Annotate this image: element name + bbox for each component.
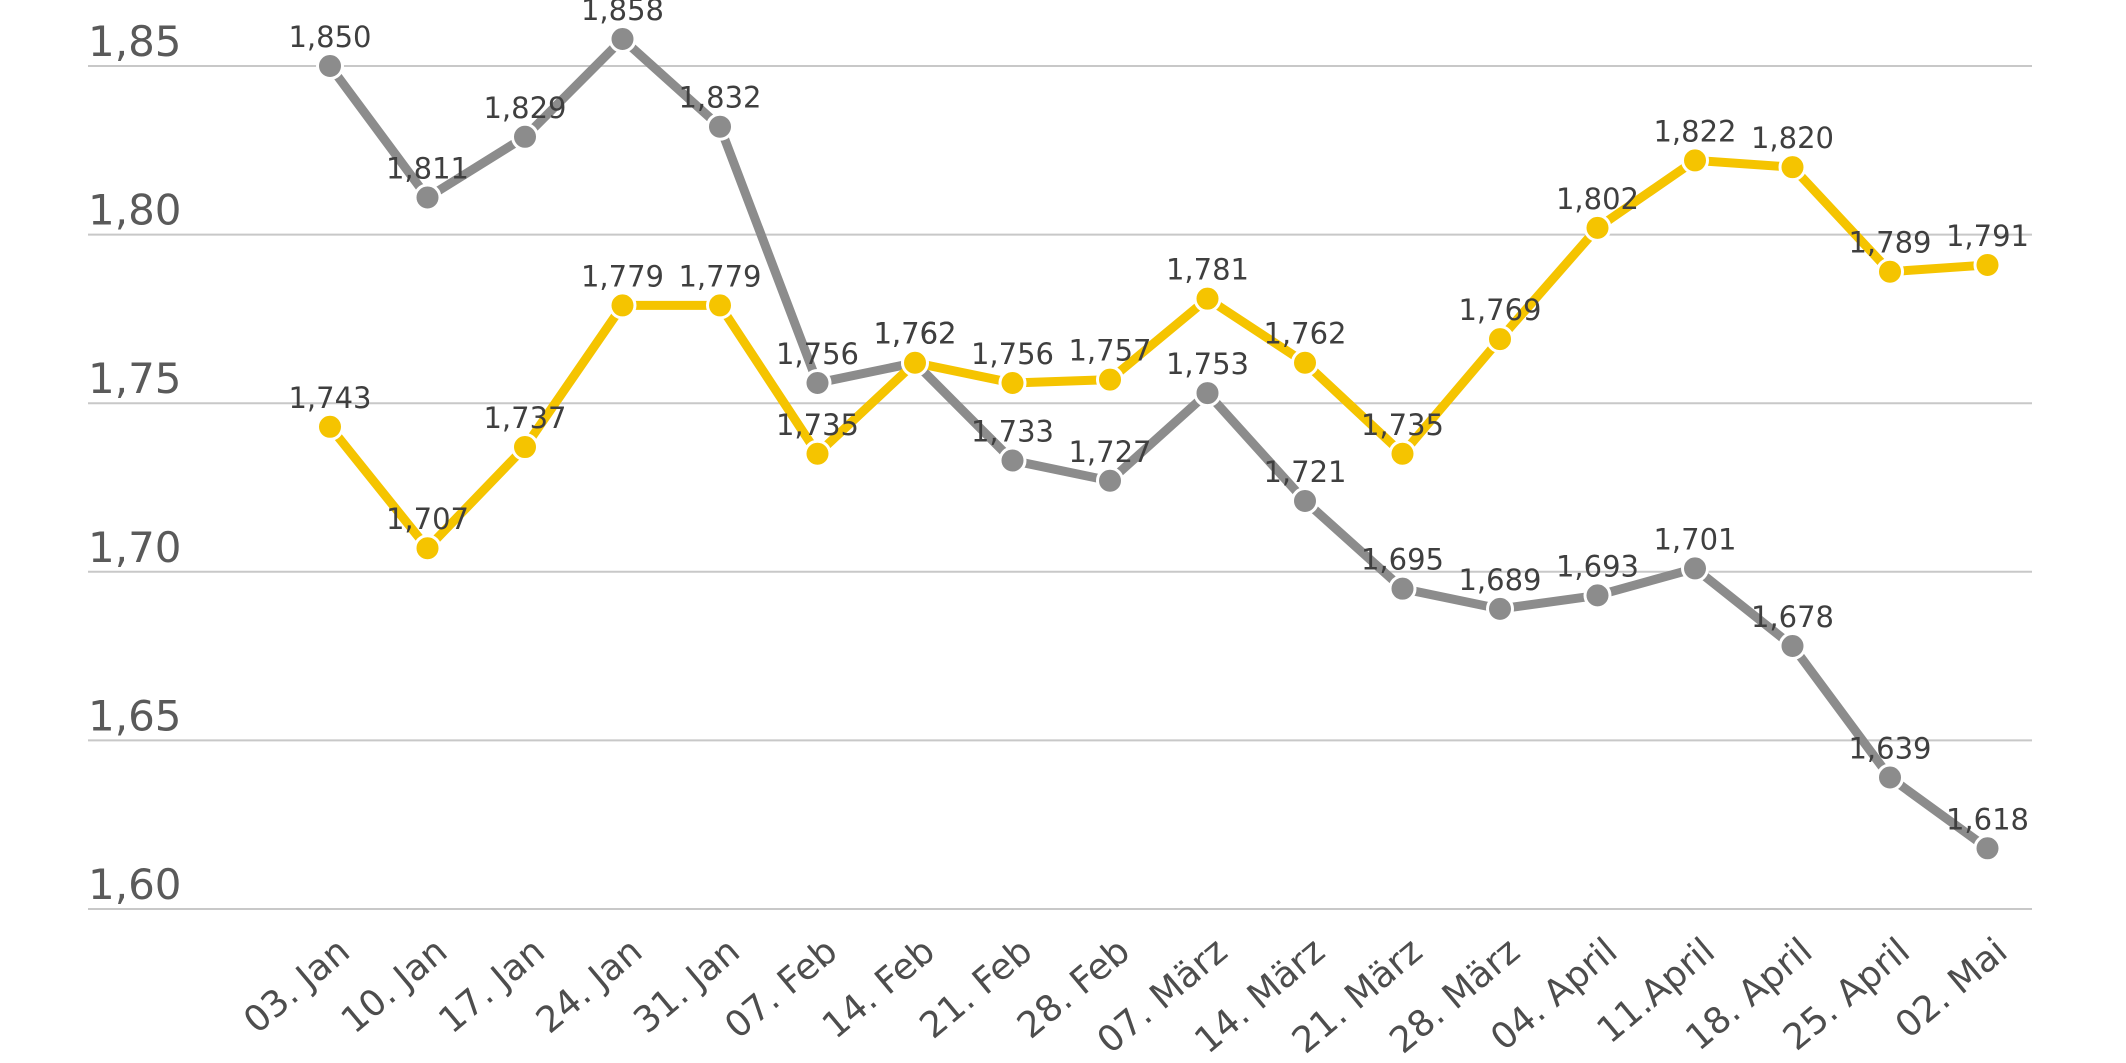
series-lines — [316, 25, 2002, 863]
data-point-grau — [706, 112, 734, 141]
data-label-grau: 1,762 — [873, 317, 956, 351]
data-label-grau: 1,858 — [581, 0, 664, 27]
x-tick-label: 24. Jan — [529, 930, 650, 1041]
data-label-grau: 1,639 — [1848, 731, 1931, 765]
data-point-grau — [608, 25, 637, 54]
data-label-grau: 1,701 — [1653, 522, 1736, 556]
data-label-gelb: 1,737 — [483, 401, 566, 435]
data-label-gelb: 1,789 — [1848, 226, 1931, 260]
data-label-grau: 1,753 — [1166, 347, 1249, 381]
data-label-gelb: 1,762 — [1263, 317, 1346, 351]
data-point-gelb — [706, 291, 734, 320]
data-point-grau — [316, 52, 344, 80]
data-label-grau: 1,721 — [1263, 455, 1346, 489]
data-label-gelb: 1,735 — [776, 408, 859, 442]
data-label-gelb: 1,707 — [386, 502, 469, 536]
data-point-grau — [511, 122, 539, 151]
data-point-gelb — [1973, 250, 2002, 279]
data-point-grau — [1681, 554, 1709, 583]
data-label-gelb: 1,802 — [1556, 182, 1639, 216]
data-label-grau: 1,693 — [1556, 549, 1639, 583]
series-line-grau — [325, 34, 1992, 853]
gridlines — [88, 65, 2032, 910]
data-point-grau — [803, 368, 832, 397]
data-point-gelb — [998, 368, 1027, 397]
data-point-grau — [413, 183, 442, 212]
y-tick-label: 1,80 — [88, 186, 182, 235]
data-point-grau — [1388, 574, 1417, 603]
data-label-grau: 1,689 — [1458, 563, 1541, 597]
data-point-grau — [1486, 594, 1514, 623]
x-tick-label: 03. Jan — [236, 930, 357, 1041]
data-label-grau: 1,618 — [1946, 802, 2029, 836]
data-point-grau — [1973, 834, 2002, 863]
data-point-gelb — [1388, 439, 1417, 468]
data-point-gelb — [608, 291, 637, 320]
data-label-grau: 1,829 — [483, 91, 566, 125]
data-label-grau: 1,811 — [386, 152, 469, 186]
y-tick-label: 1,70 — [88, 523, 182, 572]
data-label-gelb: 1,743 — [288, 381, 371, 415]
data-label-gelb: 1,735 — [1361, 408, 1444, 442]
x-tick-label: 10. Jan — [334, 930, 455, 1041]
data-point-grau — [1583, 581, 1612, 610]
data-label-gelb: 1,820 — [1751, 121, 1834, 155]
x-tick-label: 02. Mai — [1888, 930, 2015, 1046]
data-label-gelb: 1,756 — [971, 337, 1054, 371]
data-point-grau — [998, 446, 1027, 475]
data-label-gelb: 1,779 — [581, 259, 664, 293]
data-label-grau: 1,832 — [678, 81, 761, 115]
data-point-gelb — [803, 439, 832, 468]
data-point-grau — [1778, 631, 1807, 660]
data-point-gelb — [1486, 325, 1514, 354]
y-tick-label: 1,65 — [88, 691, 182, 740]
data-point-gelb — [1291, 348, 1319, 377]
data-point-gelb — [511, 433, 539, 462]
data-point-gelb — [413, 534, 442, 563]
data-label-gelb: 1,757 — [1068, 334, 1151, 368]
data-point-gelb — [1193, 284, 1222, 313]
data-label-grau: 1,678 — [1751, 600, 1834, 634]
data-label-grau: 1,850 — [288, 20, 371, 54]
data-point-grau — [1876, 763, 1904, 792]
y-tick-label: 1,75 — [88, 354, 182, 403]
data-point-gelb — [901, 348, 929, 377]
data-point-gelb — [1583, 213, 1612, 242]
y-tick-label: 1,60 — [88, 860, 182, 909]
data-point-grau — [1291, 486, 1319, 515]
y-axis-tick-labels: 1,60 1,65 1,70 1,75 1,80 1,85 — [88, 17, 182, 909]
data-point-grau — [1193, 379, 1222, 408]
y-tick-label: 1,85 — [88, 17, 182, 66]
series-line-gelb — [325, 155, 1992, 553]
data-label-grau: 1,756 — [776, 337, 859, 371]
data-label-gelb: 1,781 — [1166, 253, 1249, 287]
data-point-grau — [1096, 466, 1124, 495]
data-labels: 1,850 1,811 1,829 1,858 1,832 1,756 1,762 1,733… — [288, 0, 2029, 836]
data-point-gelb — [1681, 146, 1709, 175]
data-point-gelb — [316, 412, 344, 441]
data-point-gelb — [1778, 153, 1807, 182]
data-label-grau: 1,733 — [971, 415, 1054, 449]
data-label-gelb: 1,779 — [678, 259, 761, 293]
data-label-gelb: 1,822 — [1653, 114, 1736, 148]
data-label-grau: 1,727 — [1068, 435, 1151, 469]
x-tick-label: 17. Jan — [431, 930, 552, 1041]
data-label-gelb: 1,791 — [1946, 219, 2029, 253]
data-point-gelb — [1876, 257, 1904, 286]
data-label-grau: 1,695 — [1361, 543, 1444, 577]
data-label-gelb: 1,762 — [873, 317, 956, 351]
data-point-gelb — [1096, 365, 1124, 394]
data-label-gelb: 1,769 — [1458, 293, 1541, 327]
